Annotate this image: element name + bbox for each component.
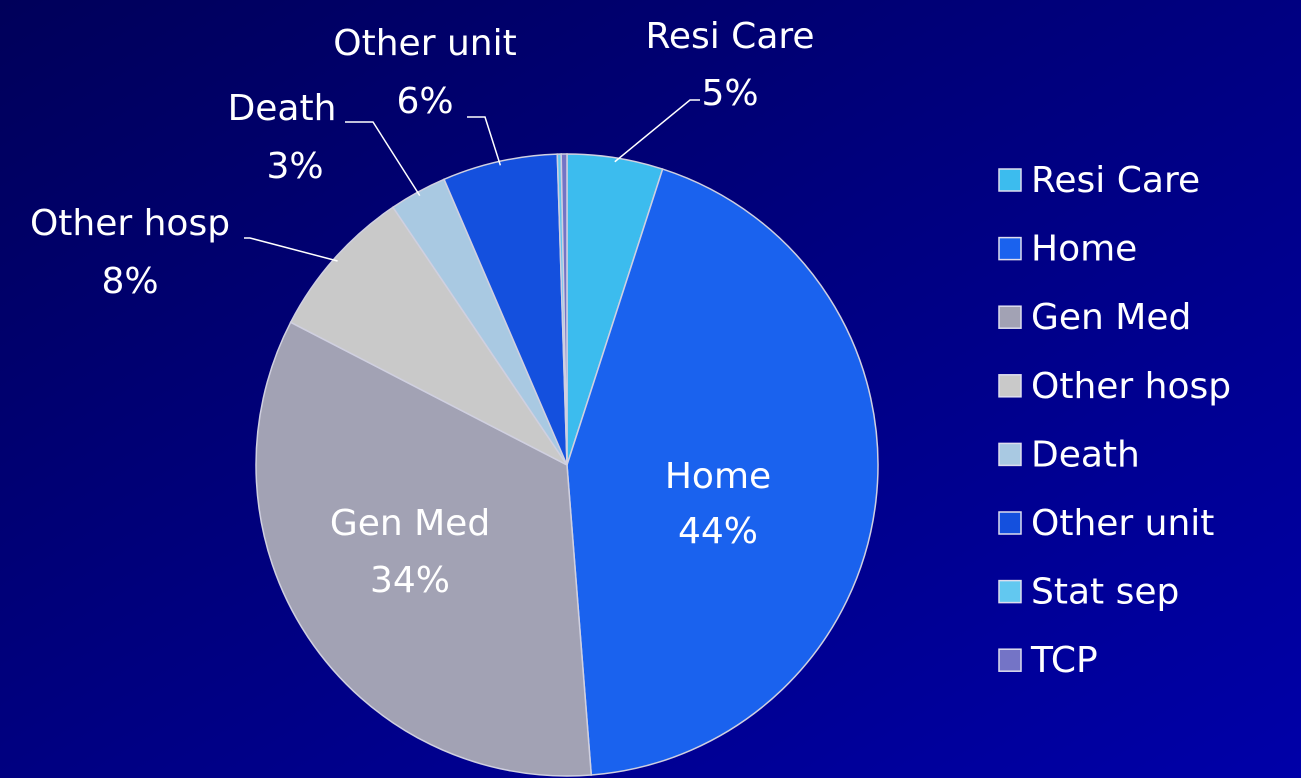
legend-label: Resi Care xyxy=(1031,160,1200,201)
legend-swatch xyxy=(998,236,1022,261)
slice-label: Other hosp xyxy=(30,203,230,244)
slice-value-label: 5% xyxy=(701,73,758,114)
legend-label: Gen Med xyxy=(1031,297,1191,338)
legend-swatch xyxy=(998,579,1022,604)
slice-value-label: 8% xyxy=(101,261,158,302)
legend-swatch xyxy=(998,442,1022,467)
leader-line xyxy=(345,121,421,197)
slice-label: Gen Med xyxy=(330,503,490,544)
pie-slice xyxy=(289,206,568,466)
legend-swatch xyxy=(998,648,1022,672)
slice-label: Resi Care xyxy=(645,16,814,57)
legend-swatch xyxy=(998,168,1022,192)
legend-label: Death xyxy=(1031,434,1140,475)
slice-value-label: 34% xyxy=(370,560,450,601)
leader-line xyxy=(614,99,700,163)
slice-label: Death xyxy=(228,88,337,129)
slice-value-label: 6% xyxy=(396,81,453,122)
slice-value-label: 44% xyxy=(678,511,758,552)
legend-label: Stat sep xyxy=(1031,572,1179,613)
pie-slice xyxy=(566,168,879,776)
legend-swatch xyxy=(998,374,1022,398)
pie-slice xyxy=(255,321,593,777)
legend-label: Other hosp xyxy=(1031,366,1231,407)
slice-label: Home xyxy=(665,456,771,497)
legend-swatch xyxy=(998,511,1022,535)
legend-swatch xyxy=(998,305,1022,329)
leader-line xyxy=(244,237,338,262)
legend-label: Other unit xyxy=(1031,503,1214,544)
slice-value-label: 3% xyxy=(266,146,323,187)
legend-label: Home xyxy=(1031,229,1137,270)
slice-label: Other unit xyxy=(333,23,516,64)
leader-line xyxy=(467,116,502,166)
pie-slice xyxy=(560,153,568,466)
legend-label: TCP xyxy=(1030,640,1098,681)
